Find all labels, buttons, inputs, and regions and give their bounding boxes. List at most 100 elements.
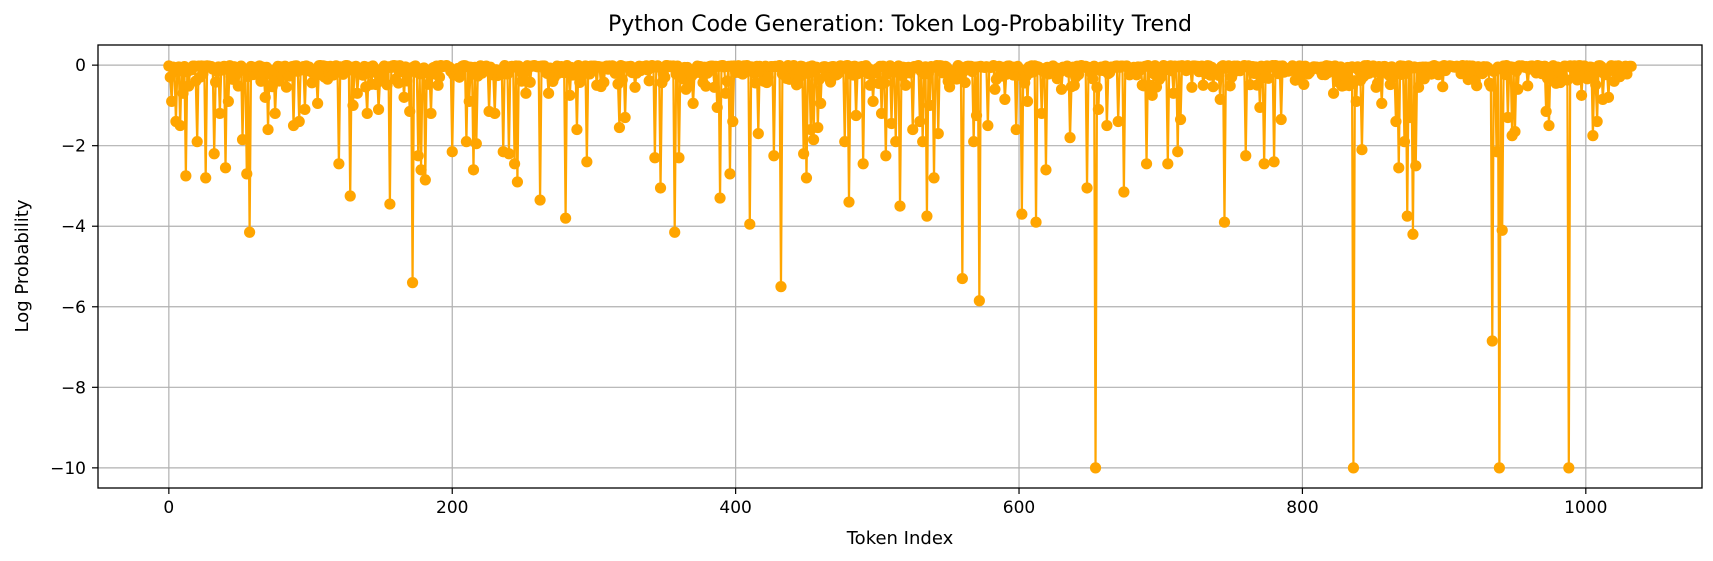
data-point: [219, 162, 232, 174]
data-point: [463, 95, 475, 107]
data-point: [982, 119, 994, 132]
data-point: [943, 81, 956, 93]
data-point: [720, 87, 732, 99]
data-point: [959, 76, 971, 89]
data-point: [999, 93, 1011, 105]
data-point: [1055, 83, 1068, 95]
data-point: [1258, 158, 1270, 170]
data-point: [1571, 74, 1583, 86]
data-point: [398, 91, 410, 103]
data-point: [347, 99, 359, 112]
data-point: [839, 136, 851, 148]
data-point: [1218, 216, 1231, 228]
data-point: [613, 121, 626, 134]
data-point: [1254, 101, 1266, 114]
data-point: [721, 75, 733, 87]
data-point: [970, 109, 983, 122]
data-point: [1091, 81, 1103, 93]
data-point: [210, 76, 222, 88]
data-point: [1413, 81, 1425, 93]
data-point: [1486, 335, 1498, 347]
data-point: [629, 81, 641, 93]
data-point: [800, 172, 813, 184]
data-point: [489, 107, 501, 120]
data-point: [616, 74, 628, 86]
data-point: [708, 81, 720, 93]
data-point: [1471, 80, 1483, 92]
data-point: [867, 95, 879, 107]
data-point: [894, 200, 906, 212]
x-tick-label: 200: [436, 498, 468, 518]
data-point: [1390, 115, 1402, 128]
data-point: [412, 150, 424, 162]
data-point: [351, 87, 363, 99]
data-point: [508, 158, 521, 170]
data-point: [1036, 107, 1048, 120]
data-point: [1162, 158, 1174, 170]
data-point: [968, 136, 980, 148]
data-point: [1371, 77, 1384, 89]
y-tick-label: −4: [61, 217, 86, 237]
data-point: [1101, 119, 1113, 132]
data-point: [191, 136, 203, 148]
data-point: [956, 272, 968, 285]
data-point: [1240, 150, 1252, 162]
data-point: [885, 117, 898, 130]
data-point: [1092, 103, 1104, 116]
data-point: [406, 277, 419, 289]
x-tick-label: 800: [1286, 498, 1318, 518]
y-tick-label: −10: [50, 459, 86, 479]
data-point: [1590, 79, 1602, 91]
data-point: [727, 115, 739, 128]
data-point: [560, 212, 572, 224]
data-point: [372, 103, 385, 116]
data-point: [843, 196, 855, 208]
data-point: [598, 76, 610, 88]
data-point: [714, 192, 726, 204]
data-point: [419, 174, 431, 186]
data-point: [344, 190, 356, 202]
data-point: [232, 80, 244, 92]
data-point: [425, 107, 437, 120]
data-point: [1401, 210, 1413, 222]
data-point: [907, 123, 919, 136]
data-point: [312, 97, 324, 109]
data-point: [654, 182, 667, 194]
data-point: [1207, 81, 1219, 93]
data-point: [299, 103, 311, 116]
data-point: [1064, 132, 1076, 144]
data-point: [392, 77, 404, 89]
x-axis-label: Token Index: [846, 528, 954, 549]
data-point: [222, 95, 234, 107]
data-point: [1081, 182, 1093, 194]
data-point: [1356, 144, 1368, 156]
data-point: [1112, 115, 1124, 128]
data-point: [1021, 95, 1034, 107]
data-point: [649, 152, 661, 164]
data-point: [973, 295, 985, 307]
data-point: [1407, 228, 1419, 240]
data-point: [924, 99, 936, 112]
series-line: [167, 64, 1632, 469]
data-point: [875, 107, 888, 120]
data-point: [166, 95, 178, 107]
data-point: [1268, 156, 1280, 168]
data-point: [989, 83, 1001, 95]
data-point: [1197, 79, 1209, 91]
data-point: [581, 156, 593, 168]
data-point: [467, 164, 480, 176]
data-point: [1512, 83, 1524, 95]
data-point: [433, 71, 446, 83]
y-tick-label: −8: [61, 378, 86, 398]
data-point: [306, 77, 318, 89]
data-point: [878, 77, 891, 89]
data-point: [534, 194, 546, 206]
data-series: [163, 59, 1637, 474]
data-point: [749, 77, 762, 89]
data-point: [1493, 462, 1505, 474]
data-point: [1275, 113, 1287, 126]
y-tick-label: 0: [75, 56, 86, 76]
data-point: [1167, 87, 1180, 99]
data-point: [422, 78, 434, 90]
data-point: [1625, 60, 1637, 72]
